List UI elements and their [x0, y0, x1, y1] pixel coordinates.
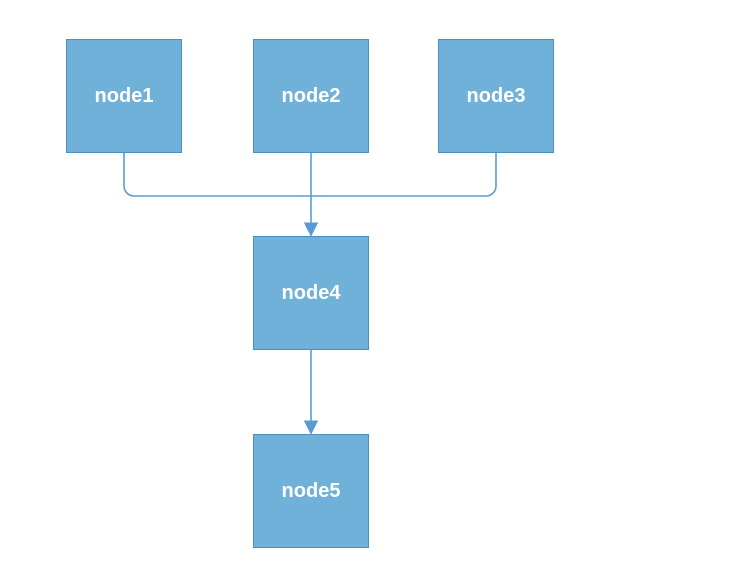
edge	[311, 153, 496, 196]
node-n2: node2	[253, 39, 369, 153]
node-n1: node1	[66, 39, 182, 153]
node-n3: node3	[438, 39, 554, 153]
diagram-canvas: node1 node2 node3 node4 node5	[0, 0, 734, 587]
node-label: node2	[282, 85, 341, 108]
node-n5: node5	[253, 434, 369, 548]
node-label: node5	[282, 480, 341, 503]
node-label: node4	[282, 282, 341, 305]
node-label: node3	[467, 85, 526, 108]
node-n4: node4	[253, 236, 369, 350]
edge	[124, 153, 311, 196]
node-label: node1	[95, 85, 154, 108]
